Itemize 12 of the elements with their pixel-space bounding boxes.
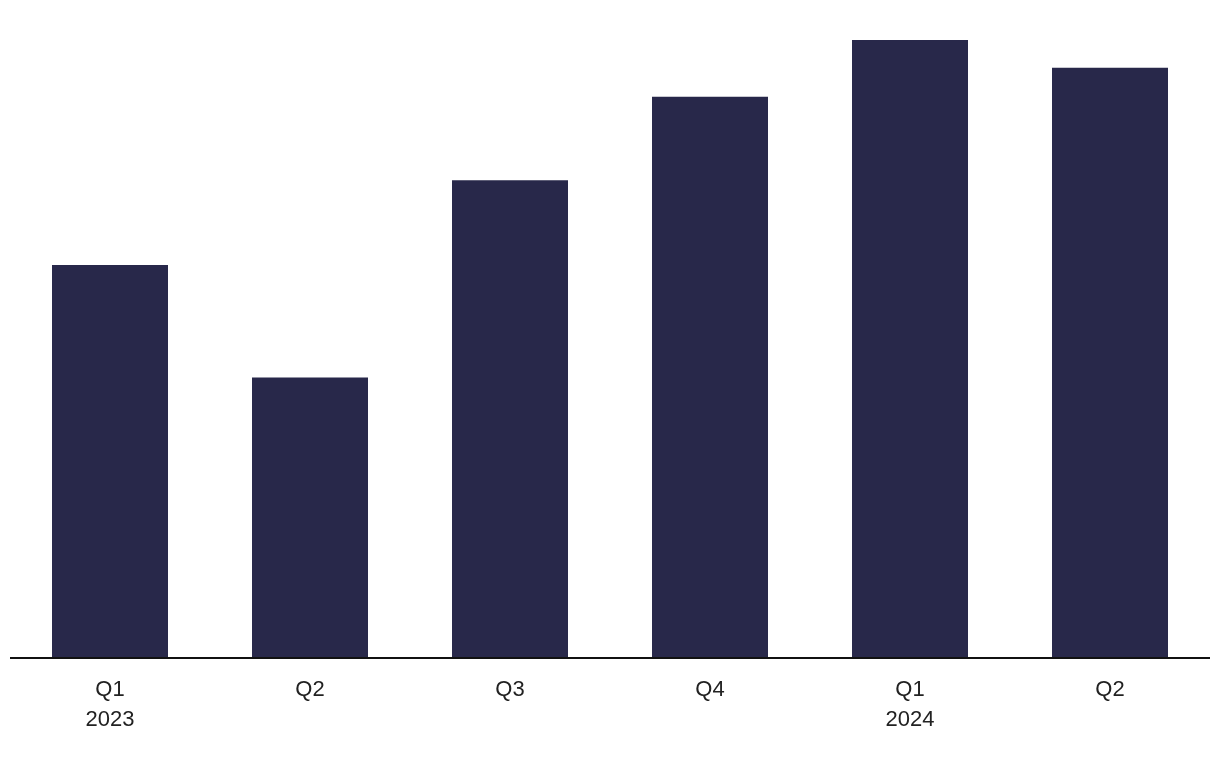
x-tick-label: Q3 [495,676,525,701]
bar [852,40,968,658]
x-tick-label: Q1 2023 [85,676,135,731]
bar [52,264,168,658]
x-tick-label: Q2 [295,676,325,701]
x-tick-label: Q4 [695,676,725,701]
bar [452,180,568,658]
bar [252,377,368,658]
bar [652,96,768,658]
bar [1052,67,1168,658]
x-tick-label: Q2 [1095,676,1125,701]
x-tick-label: Q1 2024 [885,676,935,731]
